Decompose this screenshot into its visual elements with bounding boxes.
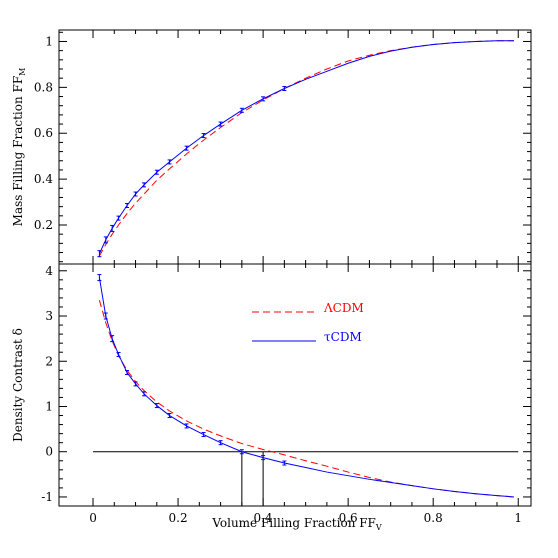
x-axis-label-subscript: V [375,523,382,532]
reference-lines [93,451,519,506]
x-tick-label: 0.8 [424,511,443,525]
top-y-tick-labels: 0.2 0.4 0.6 0.8 1 [34,34,53,232]
y-tick-label: 1 [45,34,53,48]
series-line [98,40,514,257]
legend-lcdm-label: ΛCDM [323,301,364,315]
x-tick-label: 0.2 [169,511,188,525]
y-tick-label: 0 [45,445,53,459]
top-panel-ticks [59,30,531,264]
y-tick-label: 3 [45,309,53,323]
top-panel-series [97,40,514,258]
bottom-panel-series [97,274,515,498]
legend-tcdm-label: τCDM [324,330,362,344]
top-panel-frame [58,29,532,265]
top-y-axis-label-subscript: M [18,68,27,76]
bottom-panel-ticks [59,264,531,506]
top-y-axis-label: Mass Filling Fraction FFM [11,68,27,227]
x-tick-label: 0.6 [339,511,358,525]
y-tick-label: 4 [45,264,53,278]
series-line [98,40,514,254]
x-tick-label: 0.4 [254,511,273,525]
y-tick-label: 0.2 [34,218,53,232]
y-tick-label: 0.8 [34,80,53,94]
y-tick-label: 0.6 [34,126,53,140]
bottom-y-axis-label: Density Contrast δ [11,328,25,442]
series-line [98,277,515,498]
legend: ΛCDM τCDM [252,301,364,344]
y-tick-label: 1 [45,399,53,413]
x-tick-label: 1 [514,511,522,525]
x-axis-label: Volume Filling Fraction FFV [211,516,382,532]
x-axis-label-text: Volume Filling Fraction FF [211,516,376,530]
x-tick-label: 0 [89,511,97,525]
bottom-y-tick-labels: -1 0 1 2 3 4 [41,264,53,504]
bottom-x-tick-labels: 0 0.2 0.4 0.6 0.8 1 [89,511,522,525]
y-tick-label: -1 [41,490,53,504]
y-tick-label: 2 [45,354,53,368]
y-tick-label: 0.4 [34,172,53,186]
top-y-axis-label-text: Mass Filling Fraction FF [11,76,25,227]
bottom-panel-frame [58,263,532,507]
